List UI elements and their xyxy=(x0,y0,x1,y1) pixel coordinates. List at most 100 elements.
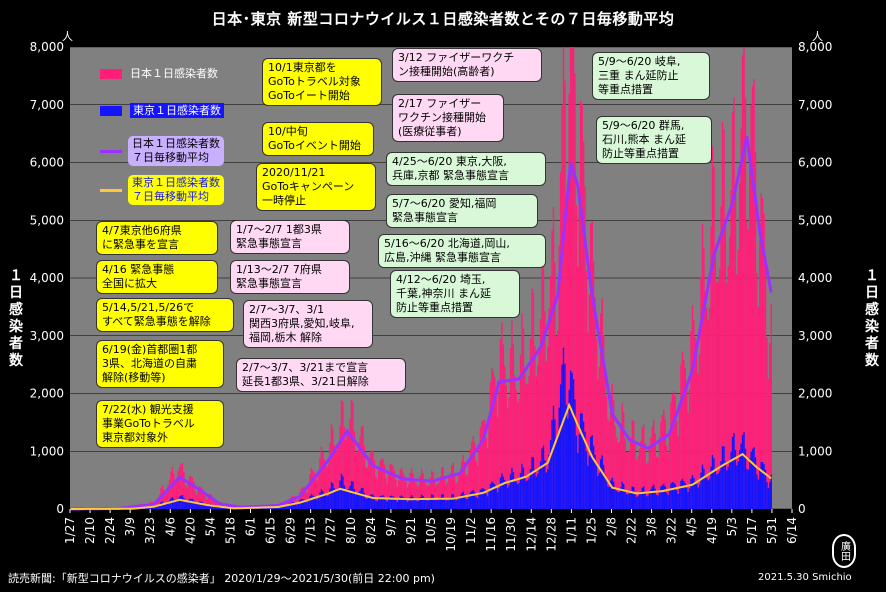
bar xyxy=(183,471,185,509)
bar xyxy=(366,467,368,509)
bar xyxy=(651,426,654,509)
bar xyxy=(564,80,566,509)
bar xyxy=(612,399,615,509)
bar xyxy=(597,379,599,509)
bar xyxy=(720,460,722,509)
y-tick-right: 7,000 xyxy=(798,98,832,112)
note-quasi-emergency-gifu: 5/9～6/20 岐阜, 三重 まん延防止 等重点措置 xyxy=(592,52,710,100)
x-tick-label: 4/19 xyxy=(705,517,719,544)
bar xyxy=(204,504,207,509)
bar xyxy=(611,477,613,509)
legend-label-japan-daily: 日本１日感染者数 xyxy=(130,67,218,80)
bar xyxy=(461,460,463,509)
bar xyxy=(176,480,178,509)
x-tick-label: 2/8 xyxy=(605,517,619,536)
bar xyxy=(767,488,770,509)
bar xyxy=(693,477,695,509)
bar xyxy=(673,391,675,509)
bar xyxy=(211,504,214,509)
bar xyxy=(326,466,328,509)
bar xyxy=(769,343,771,509)
bar xyxy=(310,494,313,509)
bar xyxy=(528,376,530,509)
note-emergency-may7: 5/7～6/20 愛知,福岡 緊急事態宣言 xyxy=(386,194,538,228)
bar xyxy=(309,473,311,509)
bar xyxy=(658,490,661,509)
bar xyxy=(756,273,758,509)
x-tick-label: 3/9 xyxy=(123,517,137,536)
bar xyxy=(664,486,666,509)
bar xyxy=(314,497,317,509)
bar xyxy=(494,484,496,509)
bar xyxy=(475,496,477,509)
bar xyxy=(677,436,679,509)
bar xyxy=(491,481,493,509)
bar xyxy=(614,425,616,509)
bar xyxy=(386,501,389,509)
bar xyxy=(697,373,699,509)
bar xyxy=(184,484,187,509)
bar xyxy=(738,183,741,509)
x-tick-label: 6/15 xyxy=(264,517,278,544)
bar xyxy=(516,402,519,509)
legend-item-tokyo-average: 東京１日感染者数 ７日毎移動平均 xyxy=(96,174,254,206)
bar xyxy=(350,400,353,509)
x-tick-label: 1/25 xyxy=(584,517,598,544)
x-tick-label: 2/24 xyxy=(103,517,117,544)
bar xyxy=(389,464,391,509)
bar xyxy=(678,488,681,509)
bar xyxy=(432,495,434,509)
bar xyxy=(615,437,618,509)
bar xyxy=(304,489,307,509)
bar xyxy=(529,469,532,509)
bar xyxy=(336,489,338,509)
x-tick-label: 5/31 xyxy=(765,517,779,544)
bar xyxy=(324,494,327,509)
bar xyxy=(617,492,619,509)
bar xyxy=(627,451,629,509)
bar xyxy=(551,230,553,509)
x-tick-label: 3/8 xyxy=(645,517,659,536)
bar xyxy=(687,412,689,509)
bar xyxy=(399,469,401,509)
bar xyxy=(369,453,371,509)
bar xyxy=(548,308,550,509)
bar xyxy=(574,73,576,510)
bar xyxy=(634,443,636,509)
bar xyxy=(319,492,321,509)
bar xyxy=(661,484,664,509)
bar xyxy=(396,501,399,509)
note-emergency-may16: 5/16～6/20 北海道,岡山, 広島,沖縄 緊急事態宣言 xyxy=(378,234,546,268)
bar xyxy=(696,483,698,509)
x-tick-label: 7/27 xyxy=(324,517,338,544)
bar xyxy=(405,481,407,509)
bar xyxy=(515,390,517,509)
bar xyxy=(186,487,188,509)
bar xyxy=(571,47,573,509)
bar xyxy=(495,396,497,509)
bar xyxy=(528,478,530,509)
bar xyxy=(713,166,715,509)
bar xyxy=(694,337,697,509)
bar xyxy=(581,413,583,509)
bar xyxy=(485,438,487,509)
bar xyxy=(365,498,367,509)
bar xyxy=(406,501,409,509)
bar xyxy=(409,472,411,509)
bar xyxy=(569,47,572,509)
bar xyxy=(385,477,387,509)
bar xyxy=(736,274,738,509)
bar xyxy=(718,471,721,509)
bar xyxy=(200,486,202,509)
bar xyxy=(482,488,485,509)
bar xyxy=(766,337,768,509)
bar xyxy=(392,466,394,509)
bar xyxy=(198,486,201,509)
bar xyxy=(579,100,582,509)
legend-label-japan-average: 日本１日感染者数 ７日毎移動平均 xyxy=(128,136,224,166)
bar xyxy=(379,496,381,509)
bar xyxy=(555,336,558,509)
bar xyxy=(693,320,695,509)
bar xyxy=(307,500,310,509)
y-unit-left: 人 xyxy=(62,30,73,43)
